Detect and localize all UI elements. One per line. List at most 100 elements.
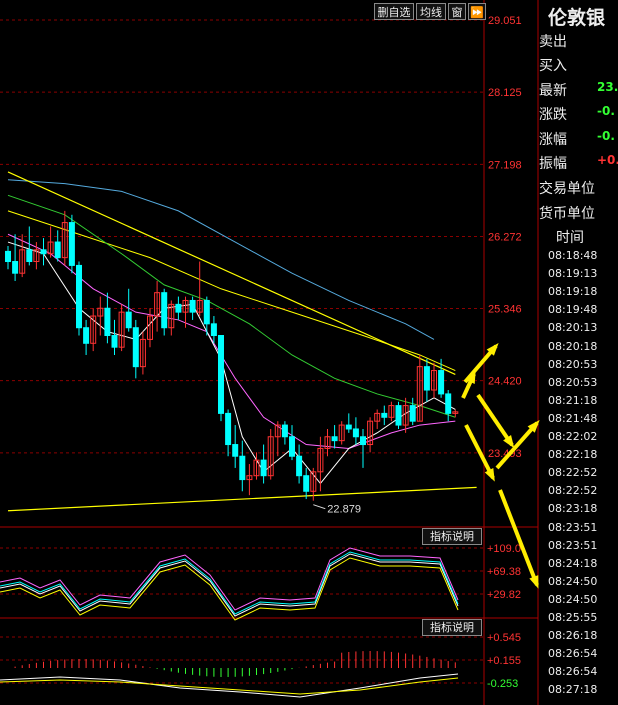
- candle-body[interactable]: [76, 264, 82, 329]
- time-list-item[interactable]: 08:26:54: [548, 647, 598, 661]
- candle-body[interactable]: [83, 327, 90, 344]
- time-list-item[interactable]: 08:19:18: [548, 285, 598, 299]
- candle-body[interactable]: [445, 393, 452, 414]
- candle-body[interactable]: [431, 370, 437, 391]
- time-list-item[interactable]: 08:25:55: [548, 611, 598, 624]
- candle-body[interactable]: [402, 405, 409, 426]
- time-list-item[interactable]: 08:21:48: [548, 411, 598, 425]
- candle-body[interactable]: [416, 366, 423, 422]
- candle-body[interactable]: [438, 370, 445, 395]
- candle-body[interactable]: [260, 459, 267, 477]
- candle-body[interactable]: [90, 315, 97, 344]
- time-list-item[interactable]: 08:22:52: [548, 466, 598, 480]
- candle-body[interactable]: [161, 292, 168, 329]
- candle-body[interactable]: [40, 249, 47, 255]
- time-list-item[interactable]: 08:18:48: [548, 249, 598, 262]
- candle-body[interactable]: [331, 436, 338, 442]
- candle-body[interactable]: [388, 405, 395, 418]
- time-list-item[interactable]: 08:20:18: [548, 339, 598, 353]
- line-type-button[interactable]: 均线: [416, 3, 446, 20]
- candle-body[interactable]: [338, 424, 345, 442]
- latest-row: 最新 23.: [539, 80, 618, 100]
- candle-body[interactable]: [61, 222, 68, 259]
- candle-body[interactable]: [232, 444, 239, 457]
- remove-watchlist-button[interactable]: 删自选: [374, 3, 414, 20]
- candle-body[interactable]: [154, 292, 161, 317]
- time-list-item[interactable]: 08:20:53: [548, 357, 598, 371]
- time-list-item[interactable]: 08:19:48: [548, 303, 598, 317]
- candle-body[interactable]: [409, 405, 416, 422]
- candle-body[interactable]: [395, 405, 402, 426]
- candle-body[interactable]: [225, 412, 232, 446]
- candle-body[interactable]: [317, 447, 324, 473]
- candle-body[interactable]: [5, 250, 11, 263]
- candle-body[interactable]: [352, 428, 359, 438]
- candle-body[interactable]: [345, 424, 352, 430]
- candle-body[interactable]: [267, 436, 274, 477]
- time-list-item[interactable]: 08:26:18: [548, 629, 598, 643]
- time-list-item[interactable]: 08:21:18: [548, 393, 598, 407]
- candle-body[interactable]: [253, 459, 260, 477]
- time-list-item[interactable]: 08:20:53: [548, 375, 598, 389]
- candle-body[interactable]: [19, 249, 26, 274]
- indicator-2-help-button[interactable]: 指标说明: [422, 619, 482, 636]
- candle-body[interactable]: [26, 249, 33, 263]
- time-list-item[interactable]: 08:23:18: [548, 502, 598, 516]
- candle-body[interactable]: [381, 412, 388, 418]
- candle-body[interactable]: [189, 299, 196, 313]
- candle-body[interactable]: [218, 335, 224, 414]
- time-list-item[interactable]: 08:26:54: [548, 665, 598, 679]
- candle-body[interactable]: [310, 471, 317, 492]
- price-tick-label: 24.420: [488, 376, 522, 388]
- candle-body[interactable]: [104, 307, 111, 337]
- time-list-item[interactable]: 08:24:50: [548, 592, 598, 606]
- candle-body[interactable]: [68, 222, 75, 266]
- candle-body[interactable]: [97, 307, 104, 317]
- candle-body[interactable]: [118, 311, 125, 348]
- candle-body[interactable]: [452, 411, 459, 414]
- time-list-item[interactable]: 08:27:18: [548, 683, 598, 697]
- candle-body[interactable]: [374, 412, 381, 422]
- candle-body[interactable]: [182, 299, 189, 313]
- time-list-item[interactable]: 08:24:50: [548, 574, 598, 588]
- candle-body[interactable]: [132, 327, 139, 368]
- candle-body[interactable]: [33, 249, 40, 263]
- time-list-item[interactable]: 08:24:18: [548, 556, 598, 570]
- candle-body[interactable]: [147, 315, 153, 340]
- time-list-item[interactable]: 08:22:18: [548, 448, 598, 462]
- candle-body[interactable]: [168, 303, 175, 329]
- time-list-item[interactable]: 08:19:13: [548, 267, 598, 281]
- candle-body[interactable]: [54, 241, 61, 259]
- candle-body[interactable]: [203, 299, 210, 325]
- moving-average-line: [7, 241, 456, 485]
- indicator-1-help-button[interactable]: 指标说明: [422, 528, 482, 545]
- time-list-item[interactable]: 08:23:51: [548, 538, 598, 552]
- window-button[interactable]: 窗: [448, 3, 466, 20]
- candle-body[interactable]: [289, 436, 295, 457]
- time-list-item[interactable]: 08:23:51: [548, 520, 598, 534]
- forward-button[interactable]: ⏩: [468, 3, 486, 20]
- candle-body[interactable]: [139, 338, 146, 368]
- candle-body[interactable]: [111, 335, 118, 348]
- candlesticks[interactable]: [5, 210, 459, 501]
- candle-body[interactable]: [125, 311, 132, 329]
- candle-body[interactable]: [367, 420, 374, 446]
- candle-body[interactable]: [423, 366, 430, 391]
- candle-body[interactable]: [303, 475, 310, 492]
- time-list-item[interactable]: 08:22:02: [548, 430, 598, 443]
- time-list-item[interactable]: 08:22:52: [548, 484, 598, 498]
- candle-body[interactable]: [210, 323, 217, 337]
- candle-body[interactable]: [175, 303, 182, 313]
- candle-body[interactable]: [296, 455, 303, 477]
- candle-body[interactable]: [196, 299, 203, 313]
- candle-body[interactable]: [274, 424, 281, 438]
- candle-body[interactable]: [360, 436, 366, 446]
- candle-body[interactable]: [246, 475, 253, 481]
- candle-body[interactable]: [324, 436, 331, 449]
- candle-body[interactable]: [281, 424, 288, 438]
- candle-body[interactable]: [239, 455, 246, 481]
- candle-body[interactable]: [47, 241, 54, 255]
- candle-body[interactable]: [12, 261, 19, 274]
- time-list-item[interactable]: 08:20:13: [548, 321, 598, 335]
